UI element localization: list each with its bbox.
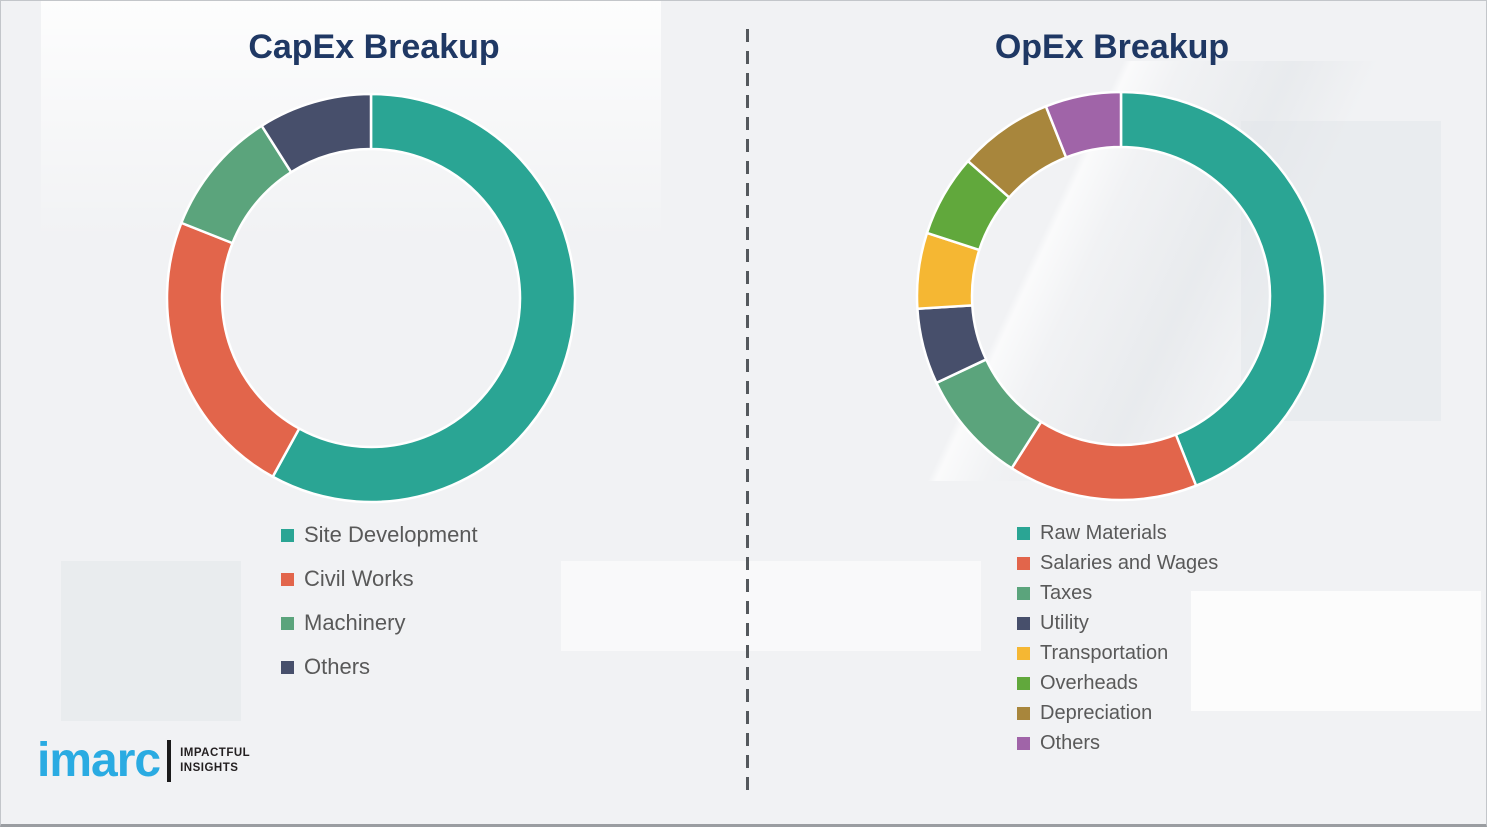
donut-slice-others (1044, 90, 1123, 159)
imarc-logo-divider-bar (167, 740, 172, 782)
legend-swatch (1017, 646, 1030, 660)
legend-swatch (1017, 556, 1030, 570)
legend-swatch (281, 528, 294, 542)
legend-label: Utility (1040, 611, 1089, 634)
legend-label: Salaries and Wages (1040, 551, 1219, 574)
opex-panel: OpEx Breakup Raw Materials Salaries and W… (747, 1, 1486, 824)
legend-item-salaries-and-wages: Salaries and Wages (1017, 548, 1218, 578)
legend-label: Site Development (304, 522, 478, 547)
donut-slice-raw-materials (1119, 90, 1327, 487)
legend-item-transportation: Transportation (1017, 638, 1218, 668)
legend-swatch (1017, 586, 1030, 600)
legend-item-utility: Utility (1017, 608, 1218, 638)
legend-item-site-development: Site Development (281, 513, 478, 557)
capex-donut-chart (165, 92, 577, 504)
legend-label: Machinery (304, 610, 406, 635)
opex-donut-chart (915, 90, 1327, 502)
legend-swatch (1017, 526, 1030, 540)
legend-swatch (281, 660, 294, 674)
legend-label: Civil Works (304, 566, 414, 591)
legend-label: Raw Materials (1040, 521, 1167, 544)
opex-chart-title: OpEx Breakup (994, 28, 1230, 66)
legend-label: Transportation (1040, 641, 1169, 664)
legend-item-others: Others (1017, 728, 1218, 758)
donut-slice-others (260, 92, 373, 174)
legend-label: Overheads (1040, 671, 1138, 694)
donut-slice-civil-works (165, 221, 301, 479)
legend-item-depreciation: Depreciation (1017, 698, 1218, 728)
legend-swatch (1017, 706, 1030, 720)
legend-swatch (281, 616, 294, 630)
donut-slice-salaries-and-wages (1010, 420, 1198, 502)
legend-item-raw-materials: Raw Materials (1017, 518, 1218, 548)
legend-label: Others (1040, 731, 1101, 754)
legend-swatch (1017, 736, 1030, 750)
legend-item-machinery: Machinery (281, 601, 478, 645)
legend-swatch (281, 572, 294, 586)
imarc-logo-wordmark: imarc (37, 734, 161, 787)
imarc-logo-tagline: IMPACTFUL INSIGHTS (180, 747, 251, 774)
donut-slice-site-development (271, 92, 577, 504)
legend-item-civil-works: Civil Works (281, 557, 478, 601)
panel-divider-dashed-line (746, 29, 749, 791)
legend-item-overheads: Overheads (1017, 668, 1218, 698)
legend-label: Depreciation (1040, 701, 1153, 724)
opex-legend: Raw Materials Salaries and Wages Taxes Util… (1017, 518, 1218, 758)
legend-item-others: Others (281, 645, 478, 689)
imarc-logo: imarc IMPACTFUL INSIGHTS (37, 737, 250, 785)
legend-label: Taxes (1040, 581, 1093, 604)
capex-legend: Site Development Civil Works Machinery Othe… (281, 513, 478, 689)
legend-item-taxes: Taxes (1017, 578, 1218, 608)
legend-label: Others (304, 654, 371, 679)
capex-chart-title: CapEx Breakup (248, 28, 500, 66)
legend-swatch (1017, 676, 1030, 690)
legend-swatch (1017, 616, 1030, 630)
capex-panel: CapEx Breakup Site Development Civil Work… (1, 1, 747, 824)
